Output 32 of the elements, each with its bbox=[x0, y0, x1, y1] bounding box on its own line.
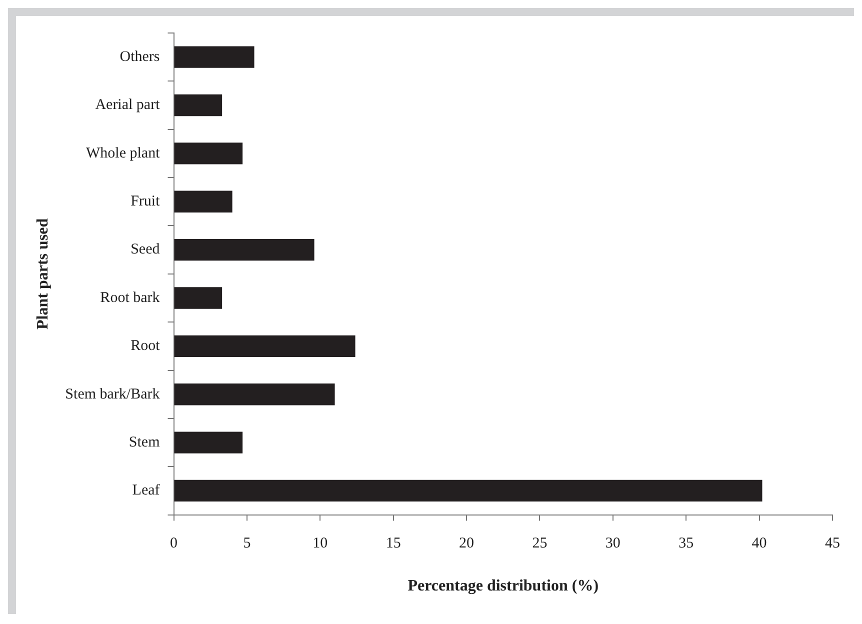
bar bbox=[174, 190, 232, 212]
bar bbox=[174, 432, 243, 454]
y-tick-label: Leaf bbox=[132, 482, 160, 499]
bar bbox=[174, 480, 762, 502]
y-tick-label: Root bbox=[130, 338, 161, 354]
y-tick-label: Stem bark/Bark bbox=[65, 386, 160, 402]
x-axis-title: Percentage distribution (%) bbox=[408, 578, 599, 595]
x-tick-label: 5 bbox=[243, 536, 251, 552]
x-tick-label: 35 bbox=[678, 536, 694, 552]
bar bbox=[174, 46, 254, 68]
bar bbox=[174, 94, 222, 116]
bar bbox=[174, 238, 314, 261]
x-tick-label: 40 bbox=[752, 536, 767, 552]
y-tick-label: Others bbox=[120, 49, 160, 66]
y-axis-title: Plant parts used bbox=[34, 218, 52, 330]
x-tick-label: 10 bbox=[312, 536, 328, 552]
x-tick-label: 30 bbox=[605, 536, 620, 552]
y-tick-label: Root bark bbox=[100, 290, 160, 306]
y-tick-label: Whole plant bbox=[86, 145, 161, 162]
x-tick-label: 20 bbox=[459, 536, 474, 552]
bar bbox=[174, 384, 335, 406]
x-tick-label: 25 bbox=[532, 536, 548, 552]
y-tick-label: Fruit bbox=[130, 194, 161, 210]
y-tick-label: Seed bbox=[130, 242, 160, 258]
bar bbox=[174, 142, 243, 164]
x-tick-label: 45 bbox=[825, 536, 840, 552]
x-tick-label: 0 bbox=[170, 536, 178, 552]
x-tick-label: 15 bbox=[386, 536, 401, 552]
bar bbox=[174, 335, 356, 358]
bar bbox=[174, 287, 222, 309]
y-tick-label: Stem bbox=[128, 434, 160, 450]
y-tick-label: Aerial part bbox=[95, 97, 161, 114]
